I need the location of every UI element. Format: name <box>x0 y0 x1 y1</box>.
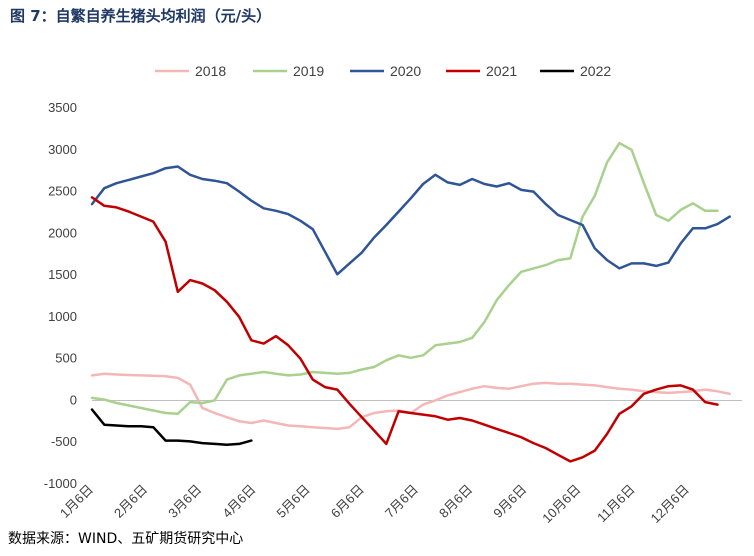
legend-label-2022: 2022 <box>580 63 611 79</box>
x-tick-label: 2月6日 <box>111 482 150 521</box>
source-note: 数据来源：WIND、五矿期货研究中心 <box>8 531 244 547</box>
x-axis: 1月6日 2月6日 3月6日 4月6日 5月6日 6月6日 7月6日 8月6日 9月6日 10月6… <box>57 482 692 526</box>
legend-label-2020: 2020 <box>390 63 421 79</box>
x-tick-label: 9月6日 <box>490 482 529 521</box>
series-line-2022 <box>90 408 253 446</box>
y-tick-label: -500 <box>51 434 77 449</box>
y-tick-label: 1000 <box>48 309 77 324</box>
legend-label-2019: 2019 <box>293 63 324 79</box>
y-tick-label: 3500 <box>48 100 77 115</box>
series-line-2019 <box>90 141 719 416</box>
series-line-2021 <box>90 196 719 463</box>
series-line-2020 <box>90 165 731 276</box>
x-tick-label: 4月6日 <box>219 482 258 521</box>
y-tick-label: 2000 <box>48 225 77 240</box>
series-line-2018 <box>90 372 731 431</box>
x-tick-label: 7月6日 <box>382 482 421 521</box>
legend-label-2021: 2021 <box>486 63 517 79</box>
chart-title: 图 7：自繁自养生猪头均利润（元/头） <box>10 7 272 25</box>
x-tick-label: 3月6日 <box>165 482 204 521</box>
x-tick-label: 12月6日 <box>648 482 692 526</box>
y-tick-label: 0 <box>70 392 77 407</box>
legend: 2018 2019 2020 2021 2022 <box>155 63 611 79</box>
x-tick-label: 5月6日 <box>274 482 313 521</box>
y-tick-label: -1000 <box>44 476 77 491</box>
x-tick-label: 10月6日 <box>539 482 583 526</box>
plot-area <box>90 141 731 463</box>
x-tick-label: 8月6日 <box>436 482 475 521</box>
legend-label-2018: 2018 <box>195 63 226 79</box>
x-tick-label: 6月6日 <box>328 482 367 521</box>
y-tick-label: 1500 <box>48 267 77 282</box>
y-tick-label: 3000 <box>48 142 77 157</box>
y-tick-label: 500 <box>55 351 77 366</box>
y-tick-label: 2500 <box>48 184 77 199</box>
x-tick-label: 11月6日 <box>594 482 638 526</box>
y-axis: -1000 -500 0 500 1000 1500 2000 2500 3000 3500 <box>44 100 742 491</box>
